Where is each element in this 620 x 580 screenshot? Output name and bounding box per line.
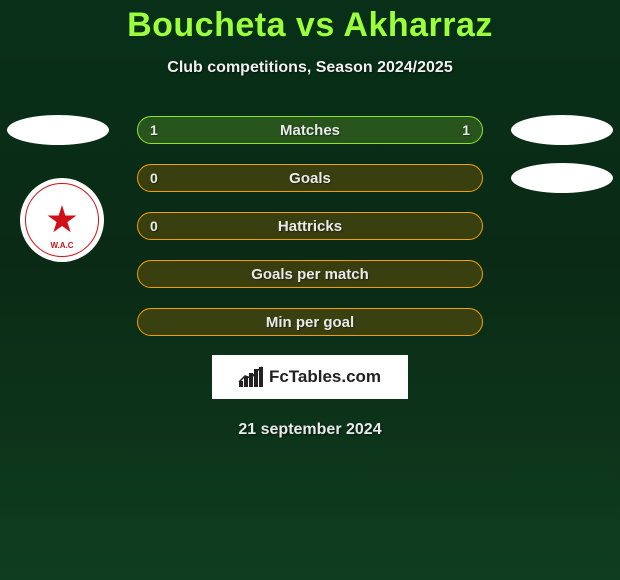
stat-row: 0 Goals [0,163,620,193]
left-oval [7,115,109,145]
star-icon [47,205,77,235]
stat-left-value: 0 [150,170,158,186]
stat-bar: 1 Matches 1 [137,116,483,144]
stat-row: 1 Matches 1 [0,115,620,145]
stat-label: Goals [289,170,331,187]
stat-right-value: 1 [462,122,470,138]
footer-logo: FcTables.com [212,355,408,399]
club-badge-left: W.A.C [20,178,104,262]
right-oval [511,163,613,193]
stat-left-value: 1 [150,122,158,138]
stat-label: Matches [280,122,340,139]
stat-bar: 0 Hattricks [137,212,483,240]
club-badge-inner: W.A.C [25,183,99,257]
stat-row: Min per goal [0,307,620,337]
footer-logo-text: FcTables.com [269,367,381,387]
page-title: Boucheta vs Akharraz [0,0,620,45]
stat-label: Min per goal [266,314,354,331]
stat-row: Goals per match [0,259,620,289]
club-badge-text: W.A.C [50,241,73,250]
date-text: 21 september 2024 [0,421,620,439]
stat-bar: 0 Goals [137,164,483,192]
stat-bar: Min per goal [137,308,483,336]
chart-icon [239,367,263,387]
stat-left-value: 0 [150,218,158,234]
stat-label: Goals per match [251,266,369,283]
stat-label: Hattricks [278,218,342,235]
subtitle: Club competitions, Season 2024/2025 [0,59,620,77]
infographic-container: Boucheta vs Akharraz Club competitions, … [0,0,620,580]
right-oval [511,115,613,145]
stat-bar: Goals per match [137,260,483,288]
